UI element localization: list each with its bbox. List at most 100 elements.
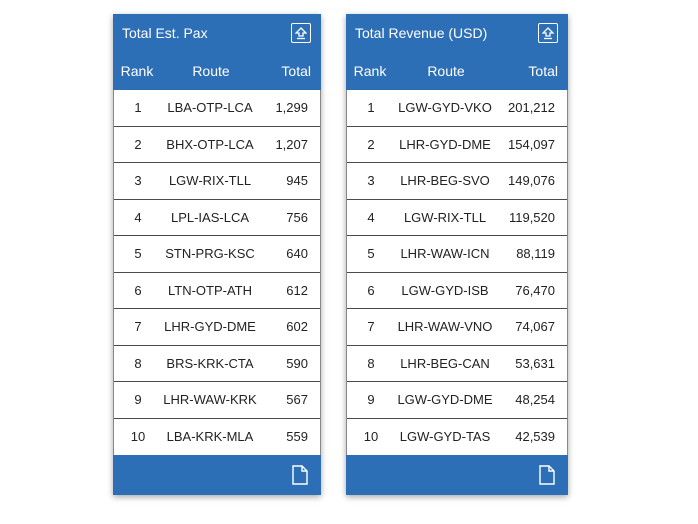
card-header: Total Est. Pax bbox=[113, 14, 321, 52]
card-footer bbox=[346, 455, 568, 495]
total-cell: 640 bbox=[286, 246, 308, 262]
total-cell: 76,470 bbox=[515, 282, 555, 298]
route-cell: LHR-WAW-ICN bbox=[400, 246, 490, 262]
route-cell: LHR-BEG-SVO bbox=[400, 173, 490, 189]
total-cell: 567 bbox=[286, 392, 308, 408]
total-cell: 201,212 bbox=[508, 100, 555, 116]
table-row[interactable]: 6 LTN-OTP-ATH 612 bbox=[114, 273, 320, 309]
total-cell: 1,207 bbox=[275, 136, 308, 152]
route-cell: LHR-GYD-DME bbox=[164, 319, 256, 335]
column-header-rank[interactable]: Rank bbox=[353, 63, 387, 79]
table-row[interactable]: 8 BRS-KRK-CTA 590 bbox=[114, 346, 320, 382]
total-cell: 74,067 bbox=[515, 319, 555, 335]
route-cell: LHR-WAW-VNO bbox=[397, 319, 493, 335]
route-cell: LBA-KRK-MLA bbox=[166, 429, 254, 445]
document-icon[interactable] bbox=[538, 465, 556, 485]
rank-cell: 8 bbox=[134, 355, 142, 371]
rank-cell: 5 bbox=[367, 246, 375, 262]
rank-cell: 1 bbox=[367, 100, 375, 116]
column-header-total[interactable]: Total bbox=[281, 63, 311, 79]
rank-cell: 6 bbox=[367, 282, 375, 298]
rank-cell: 8 bbox=[367, 355, 375, 371]
route-cell: LGW-GYD-ISB bbox=[401, 282, 489, 298]
table-row[interactable]: 8 LHR-BEG-CAN 53,631 bbox=[347, 346, 567, 382]
document-icon[interactable] bbox=[291, 465, 309, 485]
route-cell: STN-PRG-KSC bbox=[165, 246, 255, 262]
rank-cell: 3 bbox=[367, 173, 375, 189]
table-body: 1 LBA-OTP-LCA 1,299 2 BHX-OTP-LCA 1,207 3 LGW-R… bbox=[113, 90, 321, 455]
column-header-rank[interactable]: Rank bbox=[120, 63, 154, 79]
pax-card: Total Est. Pax Rank Route Total 1 LBA-OTP… bbox=[113, 14, 321, 495]
total-cell: 149,076 bbox=[508, 173, 555, 189]
total-cell: 53,631 bbox=[515, 355, 555, 371]
total-cell: 119,520 bbox=[508, 209, 555, 225]
card-header: Total Revenue (USD) bbox=[346, 14, 568, 52]
table-row[interactable]: 4 LGW-RIX-TLL 119,520 bbox=[347, 200, 567, 236]
column-header-row: Rank Route Total bbox=[346, 52, 568, 90]
rank-cell: 9 bbox=[367, 392, 375, 408]
table-body: 1 LGW-GYD-VKO 201,212 2 LHR-GYD-DME 154,097 3 L… bbox=[346, 90, 568, 455]
total-cell: 48,254 bbox=[515, 392, 555, 408]
table-row[interactable]: 10 LBA-KRK-MLA 559 bbox=[114, 419, 320, 456]
revenue-card: Total Revenue (USD) Rank Route Total 1 LG… bbox=[346, 14, 568, 495]
table-row[interactable]: 10 LGW-GYD-TAS 42,539 bbox=[347, 419, 567, 456]
route-cell: BHX-OTP-LCA bbox=[166, 136, 254, 152]
rank-cell: 7 bbox=[367, 319, 375, 335]
table-row[interactable]: 3 LHR-BEG-SVO 149,076 bbox=[347, 163, 567, 200]
total-cell: 42,539 bbox=[515, 429, 555, 445]
rank-cell: 9 bbox=[134, 392, 142, 408]
rank-cell: 4 bbox=[134, 209, 142, 225]
total-cell: 154,097 bbox=[508, 136, 555, 152]
total-cell: 612 bbox=[286, 282, 308, 298]
table-row[interactable]: 7 LHR-WAW-VNO 74,067 bbox=[347, 309, 567, 346]
total-cell: 756 bbox=[286, 209, 308, 225]
route-cell: BRS-KRK-CTA bbox=[166, 355, 254, 371]
column-header-total[interactable]: Total bbox=[528, 63, 558, 79]
rank-cell: 6 bbox=[134, 282, 142, 298]
route-cell: LTN-OTP-ATH bbox=[167, 282, 252, 298]
table-row[interactable]: 3 LGW-RIX-TLL 945 bbox=[114, 163, 320, 200]
total-cell: 602 bbox=[286, 319, 308, 335]
rank-cell: 7 bbox=[134, 319, 142, 335]
table-row[interactable]: 2 LHR-GYD-DME 154,097 bbox=[347, 127, 567, 163]
upload-icon[interactable] bbox=[538, 23, 558, 43]
table-row[interactable]: 9 LHR-WAW-KRK 567 bbox=[114, 382, 320, 419]
route-cell: LHR-WAW-KRK bbox=[163, 392, 257, 408]
route-cell: LGW-GYD-VKO bbox=[398, 100, 492, 116]
route-cell: LGW-RIX-TLL bbox=[403, 209, 487, 225]
upload-icon[interactable] bbox=[291, 23, 311, 43]
column-header-route[interactable]: Route bbox=[427, 63, 465, 79]
table-row[interactable]: 5 LHR-WAW-ICN 88,119 bbox=[347, 236, 567, 273]
table-row[interactable]: 9 LGW-GYD-DME 48,254 bbox=[347, 382, 567, 419]
table-row[interactable]: 2 BHX-OTP-LCA 1,207 bbox=[114, 127, 320, 163]
table-row[interactable]: 4 LPL-IAS-LCA 756 bbox=[114, 200, 320, 236]
route-cell: LGW-GYD-DME bbox=[397, 392, 493, 408]
rank-cell: 3 bbox=[134, 173, 142, 189]
table-row[interactable]: 5 STN-PRG-KSC 640 bbox=[114, 236, 320, 273]
rank-cell: 10 bbox=[363, 429, 379, 445]
route-cell: LPL-IAS-LCA bbox=[170, 209, 250, 225]
total-cell: 88,119 bbox=[516, 246, 555, 262]
total-cell: 590 bbox=[286, 355, 308, 371]
table-row[interactable]: 1 LBA-OTP-LCA 1,299 bbox=[114, 90, 320, 127]
rank-cell: 2 bbox=[134, 136, 142, 152]
total-cell: 945 bbox=[286, 173, 308, 189]
route-cell: LBA-OTP-LCA bbox=[167, 100, 253, 116]
card-title: Total Revenue (USD) bbox=[355, 25, 488, 41]
card-footer bbox=[113, 455, 321, 495]
rank-cell: 4 bbox=[367, 209, 375, 225]
route-cell: LHR-BEG-CAN bbox=[400, 355, 490, 371]
route-cell: LHR-GYD-DME bbox=[399, 136, 491, 152]
total-cell: 559 bbox=[286, 429, 308, 445]
route-cell: LGW-RIX-TLL bbox=[168, 173, 252, 189]
table-row[interactable]: 6 LGW-GYD-ISB 76,470 bbox=[347, 273, 567, 309]
total-cell: 1,299 bbox=[275, 100, 308, 116]
card-title: Total Est. Pax bbox=[122, 25, 208, 41]
rank-cell: 10 bbox=[130, 429, 146, 445]
table-row[interactable]: 7 LHR-GYD-DME 602 bbox=[114, 309, 320, 346]
route-cell: LGW-GYD-TAS bbox=[399, 429, 491, 445]
rank-cell: 5 bbox=[134, 246, 142, 262]
column-header-route[interactable]: Route bbox=[192, 63, 230, 79]
rank-cell: 2 bbox=[367, 136, 375, 152]
table-row[interactable]: 1 LGW-GYD-VKO 201,212 bbox=[347, 90, 567, 127]
